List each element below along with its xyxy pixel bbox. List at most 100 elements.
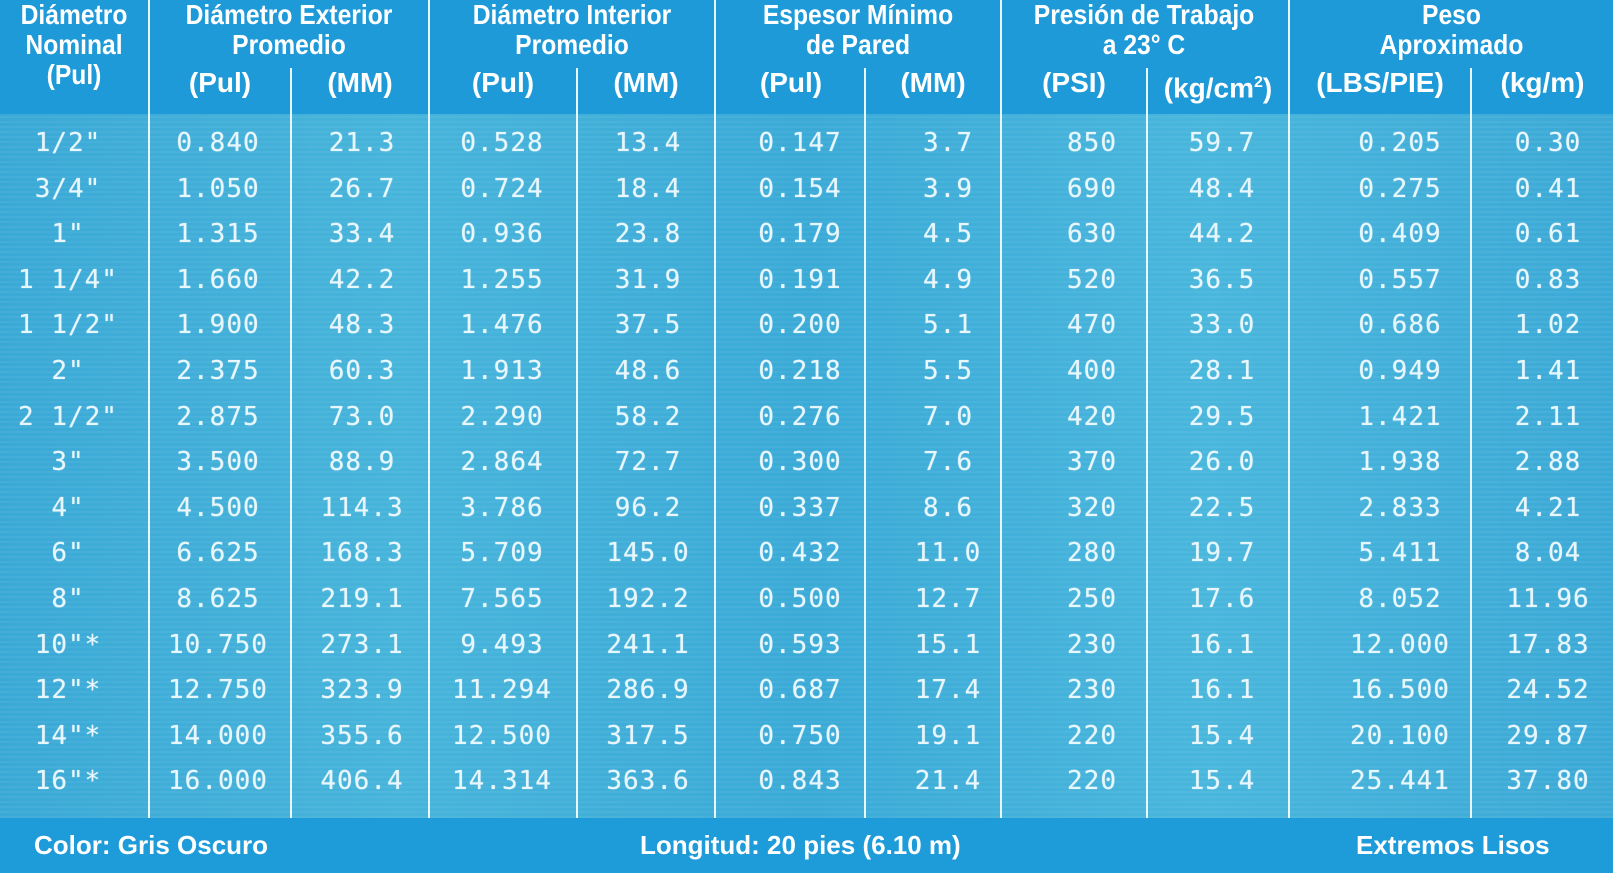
table-cell: 690 xyxy=(1067,173,1117,204)
header-inner-line1: Diámetro Interior xyxy=(472,0,672,30)
table-cell: 168.3 xyxy=(320,538,404,569)
table-cell: 4.9 xyxy=(923,264,973,295)
divider-1 xyxy=(148,0,150,818)
unit-inner-pul: (Pul) xyxy=(471,67,535,98)
table-cell: 520 xyxy=(1067,264,1117,295)
table-cell: 12.7 xyxy=(914,584,982,614)
table-cell: 96.2 xyxy=(614,492,682,523)
table-cell: 37.80 xyxy=(1506,766,1590,797)
table-cell: 17.6 xyxy=(1188,584,1256,614)
divider-2 xyxy=(290,68,292,818)
table-cell: 72.7 xyxy=(614,447,682,478)
divider-9 xyxy=(1288,0,1290,818)
table-cell: 420 xyxy=(1067,401,1117,432)
header-weight-line1: Peso xyxy=(1422,0,1481,30)
table-cell: 0.557 xyxy=(1358,264,1442,295)
table-cell: 286.9 xyxy=(606,675,690,706)
table-cell: 0.949 xyxy=(1358,356,1442,386)
divider-8 xyxy=(1146,68,1148,818)
table-cell: 0.686 xyxy=(1358,310,1442,341)
table-cell: 5.709 xyxy=(460,538,544,569)
table-cell: 145.0 xyxy=(606,538,690,569)
table-cell: 9.493 xyxy=(460,629,544,660)
table-cell: 0.276 xyxy=(758,401,842,432)
table-cell: 0.300 xyxy=(758,447,842,478)
table-cell: 11.96 xyxy=(1506,584,1590,614)
table-cell: 250 xyxy=(1067,584,1117,614)
table-cell: 1.050 xyxy=(176,173,260,204)
table-cell: 2.864 xyxy=(460,447,544,478)
table-cell: 28.1 xyxy=(1188,356,1256,386)
table-cell: 0.61 xyxy=(1514,219,1582,250)
table-cell: 15.4 xyxy=(1188,766,1256,797)
table-cell: 1.476 xyxy=(460,310,544,341)
table-cell: 114.3 xyxy=(320,492,404,523)
table-cell: 17.4 xyxy=(914,675,982,706)
table-cell: 10.750 xyxy=(168,629,268,660)
table-cell: 3.9 xyxy=(923,173,973,204)
table-cell: 20.100 xyxy=(1350,720,1450,751)
table-cell: 48.6 xyxy=(614,356,682,386)
table-cell: 16.500 xyxy=(1350,675,1450,706)
divider-7 xyxy=(1000,0,1002,818)
table-cell: 44.2 xyxy=(1188,219,1256,250)
header-working-pressure: Presión de Trabajo a 23° C xyxy=(1017,0,1270,114)
table-cell: 470 xyxy=(1067,310,1117,341)
table-cell: 0.30 xyxy=(1514,128,1582,158)
unit-kg-superscript: 2 xyxy=(1254,74,1263,91)
table-cell: 4.21 xyxy=(1514,492,1582,523)
nominal-size-cell: 6" xyxy=(51,538,85,569)
table-body: 1/2" 0.840 21.3 0.528 13.4 0.147 3.7 850 59.7 0.2… xyxy=(0,114,1613,818)
nominal-size-cell: 1/2" xyxy=(34,128,102,158)
table-cell: 323.9 xyxy=(320,675,404,706)
table-cell: 73.0 xyxy=(328,401,396,432)
table-cell: 370 xyxy=(1067,447,1117,478)
footer-color: Color: Gris Oscuro xyxy=(34,830,269,860)
table-cell: 0.191 xyxy=(758,264,842,295)
table-cell: 4.5 xyxy=(923,219,973,250)
table-cell: 8.6 xyxy=(923,492,973,523)
table-cell: 0.724 xyxy=(460,173,544,204)
table-cell: 192.2 xyxy=(606,584,690,614)
table-cell: 355.6 xyxy=(320,720,404,751)
nominal-size-cell: 3/4" xyxy=(34,173,102,204)
table-cell: 1.660 xyxy=(176,264,260,295)
table-cell: 26.7 xyxy=(328,173,396,204)
divider-5 xyxy=(714,0,716,818)
unit-kg-close: ) xyxy=(1262,72,1273,104)
table-cell: 18.4 xyxy=(614,173,682,204)
header-nominal-diameter: Diámetro Nominal (Pul) xyxy=(9,0,139,114)
table-cell: 0.41 xyxy=(1514,173,1582,204)
table-cell: 21.4 xyxy=(914,766,982,797)
table-cell: 12.500 xyxy=(452,720,552,751)
table-cell: 26.0 xyxy=(1188,447,1256,478)
table-cell: 15.4 xyxy=(1188,720,1256,751)
table-cell: 7.0 xyxy=(923,401,973,432)
table-cell: 0.200 xyxy=(758,310,842,341)
header-outer-line1: Diámetro Exterior xyxy=(185,0,393,30)
table-cell: 23.8 xyxy=(614,219,682,250)
nominal-size-cell: 4" xyxy=(51,492,85,523)
table-cell: 363.6 xyxy=(606,766,690,797)
table-cell: 2.875 xyxy=(176,401,260,432)
table-cell: 48.4 xyxy=(1188,173,1256,204)
table-cell: 11.0 xyxy=(914,538,982,569)
nominal-size-cell: 1" xyxy=(51,219,85,250)
table-cell: 42.2 xyxy=(328,264,396,295)
divider-6 xyxy=(864,68,866,818)
header-weight-line2: Aproximado xyxy=(1379,29,1524,60)
table-cell: 31.9 xyxy=(614,264,682,295)
unit-outer-pul: (Pul) xyxy=(188,67,252,98)
table-cell: 16.1 xyxy=(1188,629,1256,660)
unit-weight-kgm: (kg/m) xyxy=(1500,67,1585,98)
table-cell: 3.786 xyxy=(460,492,544,523)
table-cell: 13.4 xyxy=(614,128,682,158)
table-cell: 8.625 xyxy=(176,584,260,614)
table-cell: 12.750 xyxy=(168,675,268,706)
table-cell: 24.52 xyxy=(1506,675,1590,706)
table-cell: 5.411 xyxy=(1358,538,1442,569)
table-cell: 37.5 xyxy=(614,310,682,341)
footer-ends: Extremos Lisos xyxy=(1356,830,1550,860)
table-cell: 11.294 xyxy=(452,675,552,706)
table-cell: 29.5 xyxy=(1188,401,1256,432)
